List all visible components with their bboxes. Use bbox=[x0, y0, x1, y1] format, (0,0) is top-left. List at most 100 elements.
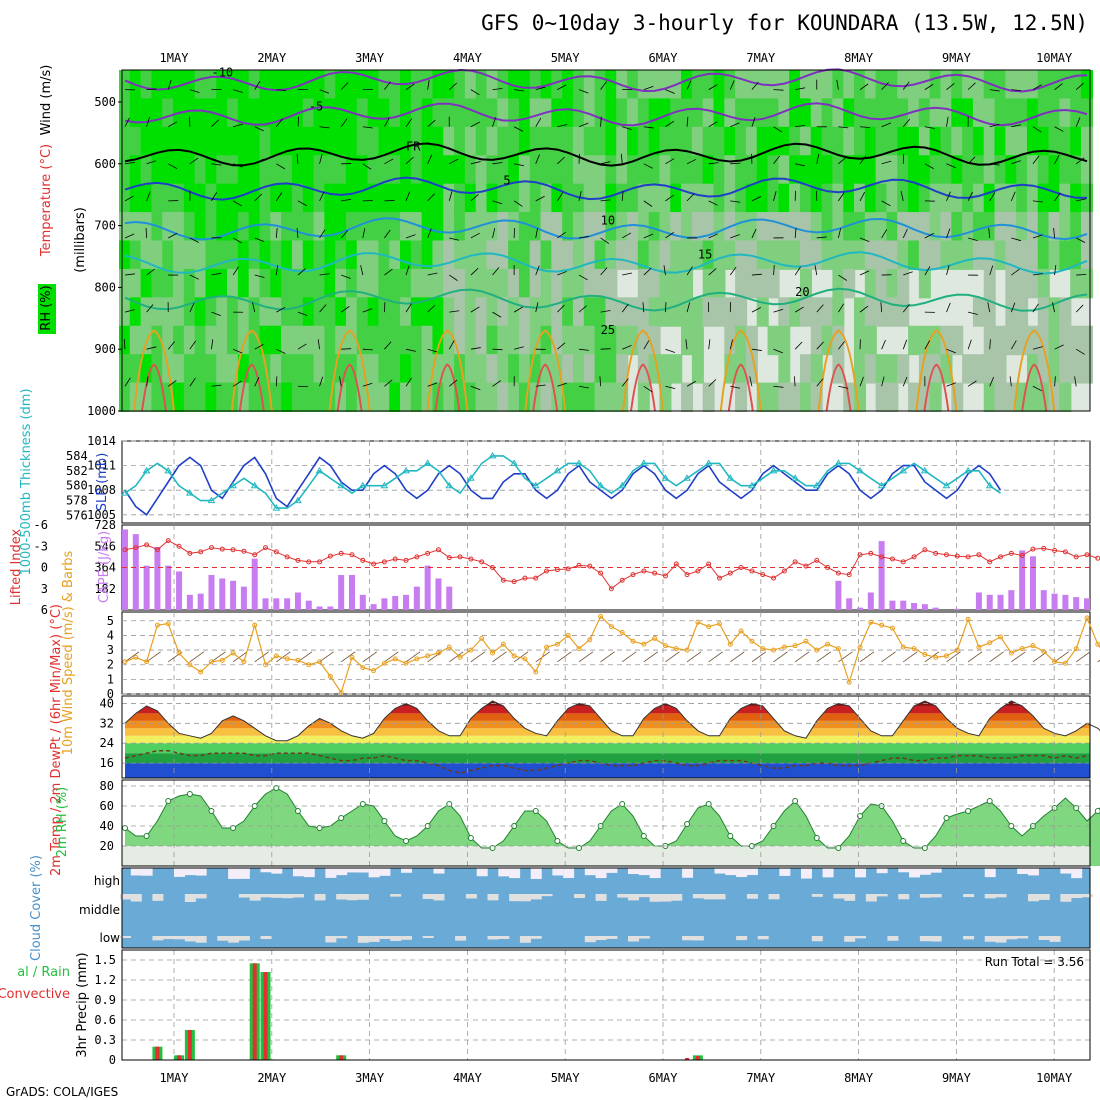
rh-cell bbox=[745, 126, 758, 157]
rh-point bbox=[338, 815, 345, 821]
rh-cell bbox=[594, 382, 607, 412]
rh-cell bbox=[248, 212, 261, 242]
rh-cell bbox=[832, 98, 845, 128]
wind-barb bbox=[838, 274, 847, 281]
wind-speed-point bbox=[219, 657, 225, 663]
cloud-low-gap bbox=[963, 936, 975, 940]
rh-cell bbox=[216, 382, 229, 412]
wind-barb bbox=[881, 82, 889, 90]
wind-barb bbox=[665, 194, 674, 202]
rh-cell bbox=[140, 126, 153, 157]
wind-speed-point bbox=[1019, 646, 1025, 652]
wind-barb bbox=[513, 126, 524, 132]
rh-cell bbox=[637, 126, 650, 157]
li-tick: 3 bbox=[41, 582, 48, 596]
rh-cell bbox=[464, 126, 477, 157]
rh-cell bbox=[205, 382, 218, 412]
isotherm-label: 15 bbox=[698, 248, 712, 262]
rh-cell bbox=[1037, 268, 1050, 299]
wind-speed-point bbox=[1084, 615, 1090, 621]
wind-barb bbox=[360, 265, 364, 276]
rh-cell bbox=[562, 70, 575, 100]
cloud-low-gap bbox=[228, 936, 240, 943]
wind-speed-point bbox=[1030, 643, 1036, 649]
rh-cell bbox=[864, 325, 877, 356]
rh-cell bbox=[540, 382, 553, 412]
rh-cell bbox=[605, 126, 618, 157]
wind-barb bbox=[881, 122, 892, 128]
rh-cell bbox=[173, 155, 186, 185]
rh-cell bbox=[886, 98, 899, 128]
rh-cell bbox=[367, 240, 380, 270]
rh-cell bbox=[119, 268, 131, 299]
rh-cell bbox=[562, 183, 575, 214]
rh-cell bbox=[281, 98, 294, 128]
thickness-marker bbox=[769, 466, 778, 474]
cape-bar bbox=[835, 580, 842, 610]
rh-point bbox=[208, 808, 215, 814]
rh-cell bbox=[389, 183, 402, 214]
rh-cell bbox=[702, 98, 715, 128]
rh-cell bbox=[756, 268, 769, 299]
isotherm-line bbox=[124, 142, 1088, 167]
wind-tick: 5 bbox=[107, 614, 114, 628]
li-point bbox=[1041, 545, 1047, 551]
cloud-low-gap bbox=[174, 936, 186, 940]
li-point bbox=[544, 568, 550, 574]
rh-cell bbox=[248, 126, 261, 157]
cloud-low-gap bbox=[1049, 936, 1061, 942]
wind-speed-point bbox=[457, 654, 463, 660]
rh-cell bbox=[356, 268, 369, 299]
rh-cell bbox=[486, 98, 499, 128]
rh-cell bbox=[864, 240, 877, 270]
wind-barb bbox=[643, 340, 650, 350]
rh-cell bbox=[1037, 126, 1050, 157]
thickness-marker bbox=[402, 466, 410, 474]
rh-cell bbox=[291, 212, 304, 242]
wind-barb bbox=[341, 348, 352, 350]
wind-barb bbox=[1032, 346, 1043, 350]
cloud-low-gap bbox=[887, 936, 899, 941]
rh-cell bbox=[778, 240, 791, 270]
wind-barb bbox=[708, 233, 718, 239]
wind-barb bbox=[903, 271, 913, 276]
cloud-high-gap bbox=[746, 868, 758, 876]
wind-speed-point bbox=[998, 634, 1004, 640]
temp-line bbox=[124, 700, 1100, 742]
rh-cell bbox=[194, 382, 207, 412]
cloud-high-gap bbox=[357, 868, 369, 873]
rh-point bbox=[446, 801, 453, 807]
rh-cell bbox=[486, 183, 499, 214]
rh-point bbox=[165, 798, 172, 804]
wind-barb bbox=[362, 228, 366, 239]
rh-cell bbox=[216, 325, 229, 356]
rh-cell bbox=[151, 268, 164, 299]
rh-cell bbox=[583, 212, 596, 242]
rh-cell bbox=[670, 98, 683, 128]
cloud-low-gap bbox=[184, 936, 196, 942]
rh-cell bbox=[486, 268, 499, 299]
wind-barb bbox=[708, 379, 717, 387]
rh-cell bbox=[627, 240, 640, 270]
wind-speed-point bbox=[673, 646, 679, 652]
rh-cell bbox=[821, 240, 834, 270]
cape-bar bbox=[911, 602, 918, 610]
rh-cell bbox=[691, 98, 704, 128]
cape-bar bbox=[954, 608, 961, 610]
cape-bar bbox=[240, 586, 247, 610]
rh-cell bbox=[832, 268, 845, 299]
li-point bbox=[835, 570, 841, 576]
cape-bar bbox=[327, 606, 334, 610]
li-point bbox=[457, 554, 463, 560]
wind-barb bbox=[795, 87, 806, 91]
wind-barb bbox=[362, 163, 372, 170]
wind-barb bbox=[838, 157, 847, 165]
li-point bbox=[738, 565, 744, 570]
wind-barb bbox=[427, 651, 442, 663]
wind-barb bbox=[297, 311, 308, 316]
li-point bbox=[392, 556, 398, 562]
cloud-low-gap bbox=[855, 936, 867, 939]
